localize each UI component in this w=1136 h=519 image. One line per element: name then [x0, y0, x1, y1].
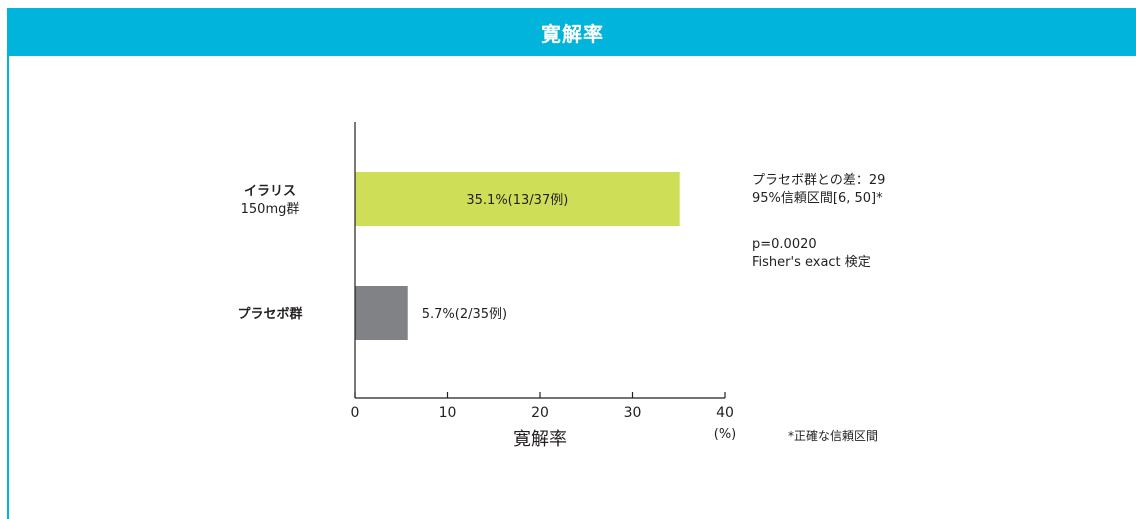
stats-note-diff: プラセボ群との差：29 95%信頼区間[6, 50]*	[752, 172, 885, 208]
footnote: *正確な信頼区間	[788, 427, 878, 444]
data-label: 35.1%(13/37例)	[466, 193, 568, 208]
bar-2	[355, 286, 408, 340]
difference-text: プラセボ群との差：29	[752, 172, 885, 190]
test-name-text: Fisher's exact 検定	[752, 254, 871, 272]
data-label: 5.7%(2/35例)	[422, 307, 507, 322]
x-tick-label: 0	[351, 405, 360, 421]
category-label: イラリス	[244, 184, 296, 199]
confidence-interval-text: 95%信頼区間[6, 50]*	[752, 190, 885, 208]
p-value-text: p=0.0020	[752, 236, 871, 254]
x-tick-label: 30	[624, 405, 642, 421]
x-tick-label: 20	[531, 405, 549, 421]
x-axis-title: 寛解率	[513, 429, 567, 450]
category-label: プラセボ群	[237, 306, 302, 322]
category-label-sub: 150mg群	[241, 202, 300, 217]
x-unit-label: (%)	[714, 427, 737, 442]
x-tick-label: 10	[439, 405, 457, 421]
stats-note-p: p=0.0020 Fisher's exact 検定	[752, 236, 871, 272]
x-tick-label: 40	[716, 405, 734, 421]
